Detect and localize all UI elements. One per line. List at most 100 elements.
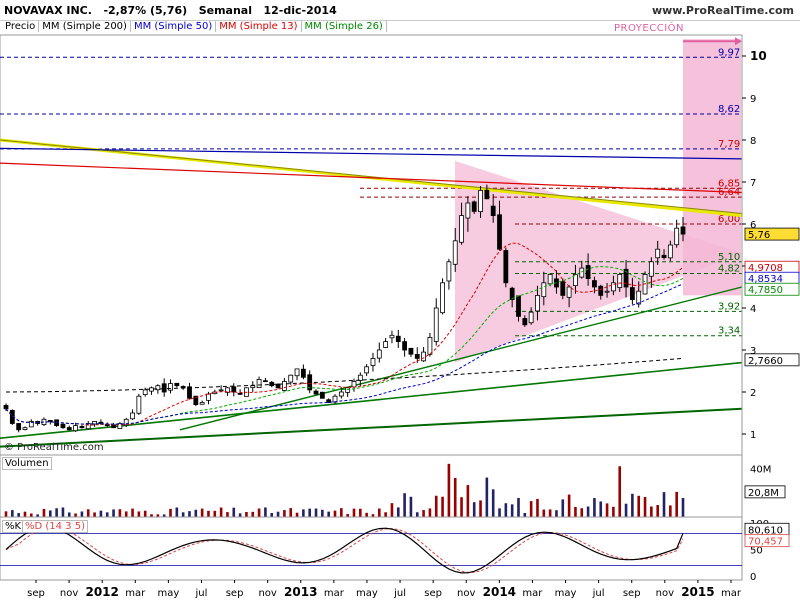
candle-body xyxy=(541,282,547,298)
volume-bar xyxy=(631,493,634,517)
volume-bar xyxy=(371,514,375,517)
volume-bar xyxy=(245,511,248,517)
candle-body xyxy=(136,395,142,414)
volume-bar xyxy=(390,503,394,517)
candle-body xyxy=(629,287,635,300)
candle-body xyxy=(79,426,85,429)
candle-body xyxy=(427,336,433,355)
candle-body xyxy=(661,254,667,259)
legend-ma26[interactable]: MM (Simple 26) xyxy=(301,21,387,32)
volume-bar xyxy=(11,510,14,517)
volume-bar xyxy=(542,509,546,517)
candle-body xyxy=(611,282,616,292)
axis-badge xyxy=(744,282,800,296)
volume-bar xyxy=(4,511,8,517)
volume-bar xyxy=(447,463,451,517)
candle-body xyxy=(503,250,509,284)
volume-bar xyxy=(650,506,653,517)
volume-bar xyxy=(434,495,438,517)
candle-body xyxy=(92,420,97,425)
candle-body xyxy=(130,412,135,420)
candle-body xyxy=(547,273,553,285)
level-label: 6,85 xyxy=(718,178,740,189)
volume-bar xyxy=(283,510,286,517)
candle-body xyxy=(604,290,610,293)
volume-bar xyxy=(396,507,400,517)
volume-bar xyxy=(574,506,577,517)
volume-bar xyxy=(143,510,147,517)
price-change: -2,87% (5,76) xyxy=(103,4,188,17)
chart-date: 12-dic-2014 xyxy=(263,4,337,17)
volume-bar xyxy=(377,508,381,517)
volume-bar xyxy=(226,512,229,517)
time-tick-label: may xyxy=(356,588,378,599)
volume-pane-label[interactable]: Volumen xyxy=(2,457,52,470)
candle-body xyxy=(433,307,439,342)
candle-body xyxy=(522,318,528,326)
legend-price[interactable]: Precio xyxy=(2,21,40,32)
time-tick-label: may xyxy=(157,588,179,599)
time-tick-label: sep xyxy=(623,588,641,599)
yellow-trendline-edge xyxy=(0,139,743,214)
volume-bar xyxy=(346,514,349,517)
candle-body xyxy=(161,383,167,393)
stoch-d-label[interactable]: %D (14 3 5) xyxy=(22,520,88,533)
volume-bar xyxy=(80,511,84,517)
candle-body xyxy=(383,341,389,348)
candle-body xyxy=(452,240,458,265)
support-line-3 xyxy=(0,407,743,448)
time-axis: sep nov 2012 mar may jul sep nov 2013 mar may jul se… xyxy=(27,580,742,599)
volume-bar xyxy=(219,507,223,517)
red-trendline xyxy=(0,162,743,194)
candle-body xyxy=(364,366,370,374)
candle-body xyxy=(22,427,28,430)
volume-bar xyxy=(675,491,678,517)
volume-bar xyxy=(74,513,77,517)
time-tick-label: mar xyxy=(125,588,146,599)
candle-body xyxy=(206,393,211,401)
legend-ma50[interactable]: MM (Simple 50) xyxy=(130,21,217,32)
volume-bar xyxy=(86,509,90,517)
candle-body xyxy=(300,368,306,378)
candle-body xyxy=(471,201,477,212)
volume-bar xyxy=(99,510,103,517)
volume-bar xyxy=(466,485,470,517)
axis-badge xyxy=(744,353,800,367)
candle-body xyxy=(389,334,395,339)
price-pane: 9,97 8,62 7,79 6,856,64 6,00 5,104,82 3,92 3,34… xyxy=(0,19,800,580)
level-label: 5,10 xyxy=(718,252,740,263)
volume-bar xyxy=(428,508,432,517)
level-label: 3,34 xyxy=(718,326,740,337)
legend-ma13[interactable]: MM (Simple 13) xyxy=(216,21,302,32)
candle-body xyxy=(256,378,262,389)
volume-bar xyxy=(612,506,615,517)
candle-body xyxy=(598,285,604,296)
candle-body xyxy=(655,248,661,259)
volume-bar xyxy=(150,514,153,517)
time-tick-label: nov xyxy=(60,588,78,599)
candle-body xyxy=(117,423,123,429)
volume-bar xyxy=(409,496,413,517)
time-tick-label: nov xyxy=(457,588,475,599)
period: Semanal xyxy=(198,4,252,17)
volume-bar xyxy=(555,510,558,517)
price-tick-label: 10 xyxy=(750,49,767,63)
time-tick-label: 2014 xyxy=(483,585,516,599)
candle-body xyxy=(250,385,256,389)
volume-bar xyxy=(55,508,58,517)
volume-bar xyxy=(162,514,166,517)
volume-bar xyxy=(213,510,217,517)
stoch-k-label[interactable]: %K xyxy=(2,520,25,533)
volume-bar xyxy=(327,511,330,517)
time-tick-label: 2013 xyxy=(284,585,317,599)
candle-body xyxy=(288,374,294,383)
volume-bar xyxy=(643,497,647,517)
candle-body xyxy=(73,425,78,432)
site-name[interactable]: www.ProRealTime.com xyxy=(651,4,794,17)
time-tick-label: may xyxy=(555,588,577,599)
stoch-k-line xyxy=(5,526,684,574)
legend-ma200[interactable]: MM (Simple 200) xyxy=(39,21,131,32)
candle-body xyxy=(370,357,376,366)
volume-bar xyxy=(580,508,584,517)
